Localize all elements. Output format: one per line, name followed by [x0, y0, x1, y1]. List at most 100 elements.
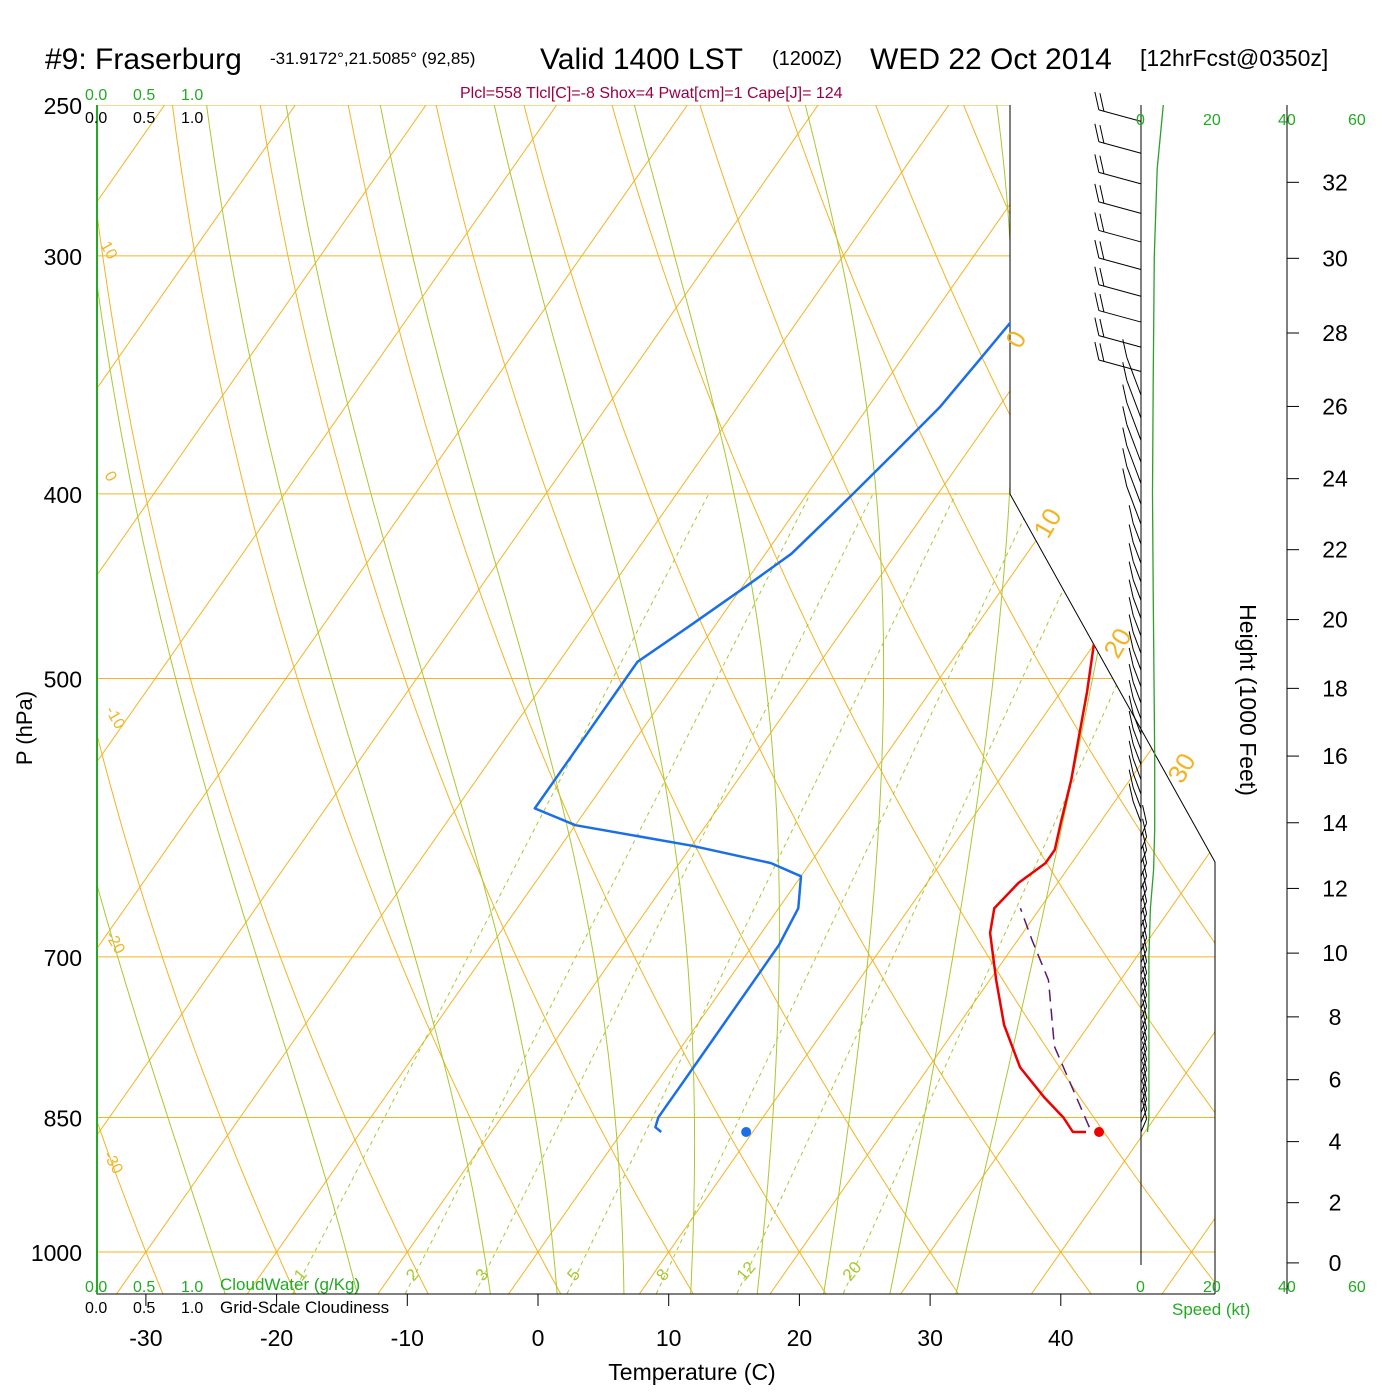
wind-barb: [1140, 937, 1148, 952]
pressure-tick-label: 700: [44, 945, 82, 971]
wind-barb-flag: [1142, 1031, 1148, 1050]
height-tick-label: 14: [1322, 810, 1348, 836]
wind-barb-flag: [1128, 631, 1134, 650]
wind-barb-flag: [1142, 1041, 1148, 1060]
mixing-ratio-line: [467, 493, 874, 1294]
wind-barb: [1132, 542, 1142, 564]
pressure-tick-label: 250: [44, 93, 82, 119]
wind-barb: [1132, 801, 1142, 823]
wind-barb: [1132, 579, 1142, 601]
height-tick-label: 12: [1322, 875, 1348, 901]
dry-adiabat: [97, 105, 173, 1294]
isotherm-line: [231, 105, 1104, 1294]
wind-barb-flag: [1128, 579, 1134, 598]
isotherm-line: [1146, 105, 1215, 1294]
wind-speed-panel: [1146, 104, 1164, 1133]
wind-barb: [1126, 486, 1142, 525]
pressure-tick-label: 400: [44, 482, 82, 508]
moist-adiabat: [97, 105, 364, 1294]
wind-barb-flag: [1128, 710, 1134, 730]
wind-barb: [1132, 649, 1142, 671]
isotherm-line: [1015, 105, 1215, 1294]
wind-barb: [1140, 949, 1148, 963]
wind-barb-flag: [1128, 769, 1134, 788]
wind-barb: [1098, 201, 1142, 214]
wind-barb-flag: [1099, 241, 1105, 260]
dry-adiabat: [775, 105, 1215, 1294]
wind-barb: [1132, 523, 1142, 545]
height-tick-label: 4: [1329, 1129, 1342, 1155]
cloudwater-tick-top: 0.0: [85, 87, 107, 104]
cloudwater-tick-bottom: 0.5: [133, 1279, 155, 1296]
height-tick-label: 8: [1329, 1004, 1342, 1030]
isotherm-line: [97, 105, 581, 1294]
pressure-tick-label: 850: [44, 1106, 82, 1132]
station-coords: -31.9172°,21.5085° (92,85): [270, 49, 475, 68]
wind-barb: [1098, 109, 1142, 122]
wind-barb: [1126, 357, 1142, 396]
height-tick-label: 24: [1322, 466, 1348, 492]
dry-adiabat: [1298, 71, 1400, 1316]
x-tick-label: 30: [917, 1325, 943, 1351]
pressure-tick-label: 1000: [31, 1240, 82, 1266]
wind-barb: [1126, 402, 1142, 441]
wind-barb: [1098, 141, 1142, 154]
wind-barb: [1132, 787, 1142, 809]
wind-barb-flag: [1142, 895, 1148, 914]
isotherm-label: 10: [97, 239, 121, 263]
cloudiness-label: Grid-Scale Cloudiness: [220, 1298, 389, 1317]
wind-barb-flag: [1122, 427, 1128, 446]
wind-barb-flag: [1099, 213, 1105, 232]
mixing-ratio-label: 20: [839, 1258, 866, 1285]
height-tick-label: 16: [1322, 743, 1348, 769]
isotherm-line: [623, 105, 1215, 1294]
height-tick-label: 26: [1322, 393, 1348, 419]
isotherm-line: [97, 105, 451, 1294]
wind-barb-flag: [1094, 183, 1100, 203]
mixing-ratio-label: 12: [733, 1258, 760, 1285]
surface-dewpoint-marker: [741, 1127, 752, 1138]
wind-barb: [1140, 888, 1148, 903]
mixing-ratio-line: [836, 493, 1203, 1294]
mixing-ratio-label: 3: [472, 1265, 493, 1284]
speed-tick-bottom: 60: [1348, 1279, 1366, 1296]
dry-adiabat: [341, 105, 841, 1294]
speed-tick-bottom: 0: [1136, 1279, 1145, 1296]
isotherm-line: [885, 105, 1215, 1294]
moist-adiabat: [280, 105, 560, 1294]
wind-barb-flag: [1099, 124, 1105, 144]
wind-barb: [1132, 615, 1142, 637]
x-tick-label: -30: [129, 1325, 162, 1351]
dry-adiabat: [428, 105, 975, 1294]
plot-frame: [96, 105, 1216, 1295]
height-tick-label: 18: [1322, 675, 1348, 701]
valid-time: Valid 1400 LST: [540, 43, 743, 76]
x-tick-label: -20: [260, 1325, 293, 1351]
height-tick-label: 6: [1329, 1067, 1342, 1093]
wind-barb-flag: [1099, 293, 1105, 313]
isotherm-line: [97, 105, 712, 1294]
parcel-line: [1019, 907, 1090, 1128]
wind-barb-flag: [1099, 155, 1105, 174]
x-tick-label: -10: [391, 1325, 424, 1351]
wind-barb: [1132, 665, 1142, 687]
x-axis-label: Temperature (C): [608, 1359, 775, 1385]
wind-barb: [1140, 972, 1148, 987]
height-tick-label: 30: [1322, 245, 1348, 271]
isotherm-label: -10: [102, 704, 128, 733]
wind-barb: [1140, 913, 1148, 927]
wind-barb: [1098, 359, 1142, 372]
cloudiness-tick-top: 0.5: [133, 110, 155, 127]
wind-barb-flag: [1128, 783, 1134, 802]
cloudwater-label: CloudWater (g/Kg): [220, 1275, 360, 1294]
isotherm-label: 0: [999, 325, 1032, 353]
wind-barb-flag: [1128, 543, 1134, 562]
moist-adiabat: [373, 105, 625, 1294]
wind-barb: [1098, 335, 1142, 348]
wind-barbs: [1094, 91, 1148, 1265]
cloudiness-tick-top: 0.0: [85, 110, 107, 127]
x-tick-label: 40: [1048, 1325, 1074, 1351]
wind-barb: [1126, 466, 1142, 505]
isotherm-line: [100, 105, 973, 1294]
dry-adiabat: [602, 105, 1215, 1294]
